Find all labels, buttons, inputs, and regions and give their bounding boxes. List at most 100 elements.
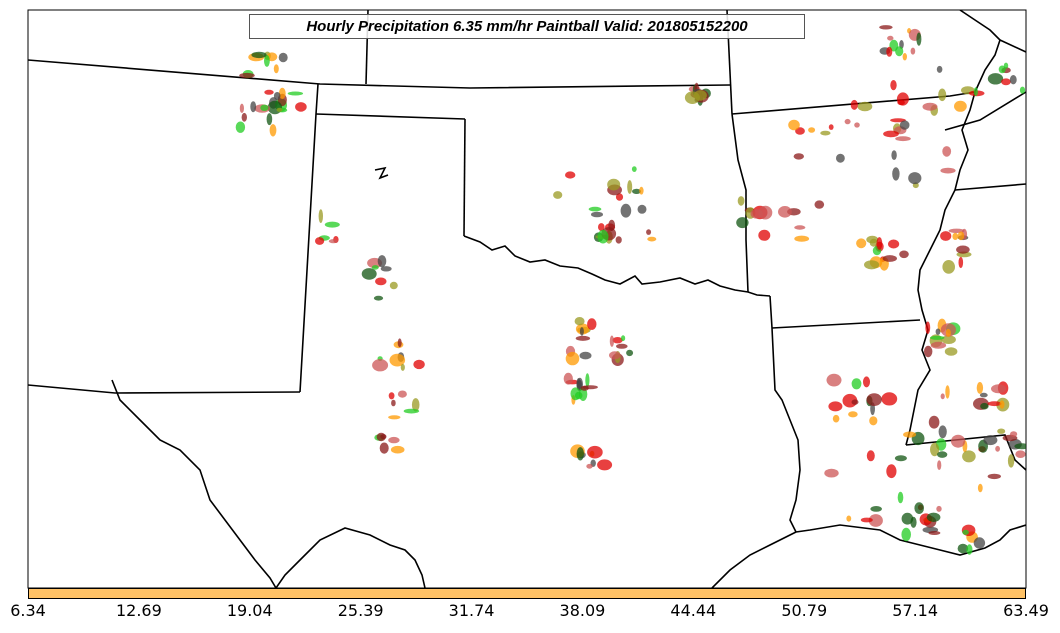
precipitation-cell	[999, 400, 1005, 409]
precipitation-cell	[895, 136, 911, 142]
precipitation-cell	[397, 338, 402, 348]
precipitation-cell	[962, 529, 969, 535]
precipitation-cell	[1009, 75, 1017, 85]
precipitation-cell	[1007, 454, 1015, 468]
precipitation-cell	[315, 237, 325, 245]
precipitation-cell	[883, 130, 899, 138]
precipitation-cell	[565, 171, 576, 179]
precipitation-cell	[647, 236, 657, 242]
precipitation-cell	[899, 250, 909, 259]
precipitation-cell	[553, 191, 563, 199]
precipitation-cell	[940, 167, 956, 174]
precipitation-cell	[936, 505, 942, 512]
precipitation-cell	[828, 401, 843, 412]
precipitation-cell	[966, 544, 973, 555]
precipitation-cell	[295, 102, 307, 112]
precipitation-cell	[894, 455, 907, 462]
precipitation-cell	[278, 87, 286, 100]
precipitation-cell	[390, 445, 405, 454]
precipitation-cell	[824, 468, 839, 478]
precipitation-cell	[579, 351, 592, 360]
precipitation-cell	[957, 543, 969, 554]
precipitation-cell	[998, 65, 1006, 74]
precipitation-cell	[901, 512, 914, 525]
precipitation-cell	[826, 373, 842, 387]
precipitation-cell	[901, 527, 911, 542]
precipitation-cell	[264, 55, 270, 67]
precipitation-cell	[391, 399, 396, 407]
precipitation-cell	[693, 90, 707, 101]
precipitation-cell	[997, 428, 1006, 434]
precipitation-cell	[646, 229, 652, 235]
precipitation-cell	[942, 260, 955, 274]
precipitation-cell	[576, 378, 581, 391]
precipitation-cell	[876, 237, 883, 250]
precipitation-cell	[794, 225, 806, 230]
precipitation-cell	[924, 345, 933, 358]
ms-al-border	[954, 183, 1026, 191]
precipitation-cell	[995, 445, 1000, 452]
precipitation-cell	[388, 436, 400, 444]
colorbar-tick-label: 44.44	[670, 601, 717, 620]
precipitation-cell	[879, 25, 893, 30]
precipitation-cell	[936, 65, 943, 73]
precipitation-cell	[942, 146, 952, 157]
precipitation-cell	[930, 341, 947, 349]
ok-river	[374, 166, 389, 180]
precipitation-cell	[582, 385, 598, 390]
precipitation-cell	[621, 335, 626, 342]
precipitation-cell	[954, 100, 967, 112]
precipitation-cell	[579, 327, 584, 336]
precipitation-cell	[260, 104, 269, 112]
tx-la-border	[769, 295, 801, 533]
precipitation-cell	[928, 531, 941, 535]
red-river	[463, 235, 771, 297]
precipitation-cell	[908, 172, 922, 185]
precipitation-cell	[899, 120, 910, 130]
precipitation-cell	[793, 153, 804, 160]
precipitation-cell	[895, 46, 904, 57]
colorbar-tick-label: 38.09	[559, 601, 606, 620]
precipitation-cell	[586, 463, 593, 469]
precipitation-cell	[977, 483, 983, 493]
precipitation-cell	[371, 265, 379, 270]
ok-ar-border	[731, 113, 749, 293]
precipitation-cell	[976, 382, 984, 394]
precipitation-cell	[620, 203, 632, 218]
precipitation-cell	[925, 321, 931, 334]
precipitation-cell	[235, 121, 246, 133]
precipitation-cell	[626, 349, 634, 357]
precipitation-cell	[987, 473, 1001, 480]
precipitation-cell	[615, 193, 624, 201]
precipitation-cell	[866, 393, 882, 406]
precipitation-cell	[411, 398, 420, 412]
precipitation-cell	[397, 390, 407, 398]
precipitation-cell	[1019, 86, 1026, 94]
colorbar-tick-label: 6.34	[10, 601, 46, 620]
precipitation-cell	[860, 517, 873, 523]
precipitation-cell	[991, 384, 1006, 394]
precipitation-cell	[324, 221, 340, 228]
precipitation-cell	[736, 217, 749, 229]
precipitation-cell	[361, 268, 377, 280]
precipitation-cell	[380, 266, 392, 272]
precipitation-cell	[267, 100, 283, 115]
map-title: Hourly Precipitation 6.35 mm/hr Paintbal…	[249, 14, 805, 39]
precipitation-cell	[882, 255, 897, 262]
precipitation-cell	[836, 153, 845, 163]
precipitation-cell	[241, 112, 247, 122]
precipitation-cell	[1015, 450, 1026, 459]
precipitation-cell	[1014, 443, 1026, 450]
precipitation-cell	[863, 376, 870, 388]
precipitation-cell	[926, 512, 941, 522]
precipitation-cell	[597, 229, 609, 244]
precipitation-cell	[375, 277, 387, 286]
precipitation-cell	[850, 99, 858, 110]
nm-tx-south	[28, 384, 301, 394]
precipitation-cell	[597, 459, 613, 471]
precipitation-cell	[935, 328, 941, 335]
precipitation-cell	[856, 238, 867, 249]
precipitation-cell	[869, 416, 878, 426]
precipitation-cell	[940, 231, 952, 241]
